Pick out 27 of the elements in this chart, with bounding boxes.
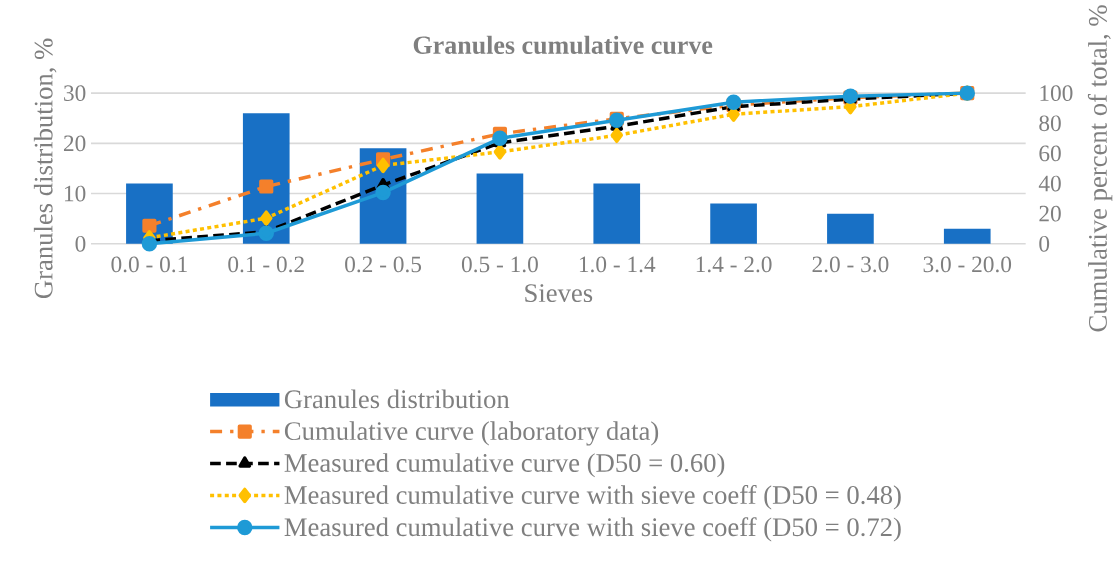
x-tick-label: 2.0 - 3.0 bbox=[812, 256, 889, 273]
legend-label: Measured cumulative curve with sieve coeff (D50 = 0.72) bbox=[284, 517, 901, 542]
y-tick-label: 30 bbox=[64, 85, 86, 102]
x-tick-label: 0.2 - 0.5 bbox=[345, 256, 422, 273]
x-tick-label: 3.0 - 20.0 bbox=[923, 256, 1012, 273]
x-axis-title: Sieves bbox=[525, 284, 593, 303]
y-tick-label: 10 bbox=[65, 185, 86, 202]
y2-axis-title: Cumulative percent of total, % bbox=[1087, 5, 1113, 332]
y2-tick-label: 40 bbox=[1038, 175, 1061, 192]
y-tick-label: 20 bbox=[63, 135, 86, 152]
chart-title: Granules cumulative curve bbox=[413, 35, 713, 55]
x-tick-label: 0.5 - 1.0 bbox=[461, 256, 538, 273]
legend-label: Granules distribution bbox=[284, 389, 510, 409]
y2-tick-label: 20 bbox=[1039, 205, 1061, 222]
legend-label: Measured cumulative curve (D50 = 0.60) bbox=[284, 453, 725, 478]
x-tick-label: 1.0 - 1.4 bbox=[579, 256, 656, 273]
y2-tick-label: 80 bbox=[1039, 115, 1061, 132]
x-tick-label: 0.0 - 0.1 bbox=[111, 256, 187, 273]
y-axis-title: Granules distribution, % bbox=[33, 38, 57, 299]
y2-tick-label: 0 bbox=[1039, 236, 1050, 252]
x-tick-label: 0.1 - 0.2 bbox=[228, 256, 304, 273]
y2-tick-label: 100 bbox=[1040, 85, 1073, 102]
y-tick-label: 0 bbox=[75, 236, 86, 252]
x-tick-label: 1.4 - 2.0 bbox=[696, 256, 772, 273]
legend-label: Cumulative curve (laboratory data) bbox=[284, 421, 659, 446]
y2-tick-label: 60 bbox=[1039, 145, 1061, 162]
legend-label: Measured cumulative curve with sieve coeff (D50 = 0.48) bbox=[284, 485, 901, 510]
